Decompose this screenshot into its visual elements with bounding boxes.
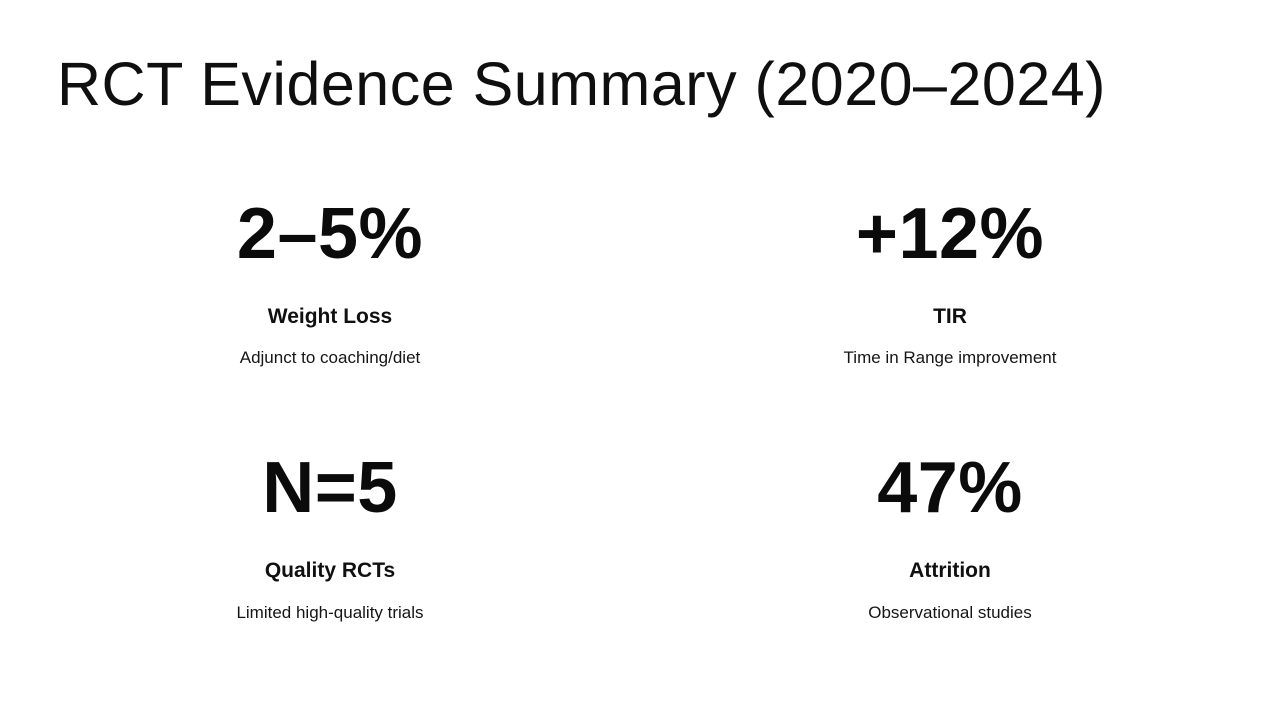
stat-description: Time in Range improvement [843, 348, 1057, 368]
stat-value: 47% [877, 448, 1023, 529]
stat-block-weight-loss: 2–5% Weight Loss Adjunct to coaching/die… [20, 198, 640, 369]
stat-block-quality-rcts: N=5 Quality RCTs Limited high-quality tr… [20, 452, 640, 623]
stat-value: +12% [855, 194, 1045, 275]
stat-label: TIR [933, 305, 967, 329]
stat-block-tir: +12% TIR Time in Range improvement [640, 198, 1260, 369]
stat-value: 2–5% [236, 194, 424, 275]
slide-canvas: RCT Evidence Summary (2020–2024) 2–5% We… [0, 52, 1280, 720]
stat-label: Attrition [909, 559, 991, 583]
stat-label: Weight Loss [267, 305, 393, 329]
slide-title: RCT Evidence Summary (2020–2024) [57, 50, 1106, 118]
stat-description: Limited high-quality trials [236, 602, 424, 622]
stat-description: Observational studies [868, 602, 1032, 622]
stat-description: Adjunct to coaching/diet [239, 348, 421, 368]
stat-block-attrition: 47% Attrition Observational studies [640, 452, 1260, 623]
stat-value: N=5 [262, 448, 398, 529]
stat-label: Quality RCTs [264, 559, 396, 583]
stats-grid: 2–5% Weight Loss Adjunct to coaching/die… [20, 198, 1260, 624]
